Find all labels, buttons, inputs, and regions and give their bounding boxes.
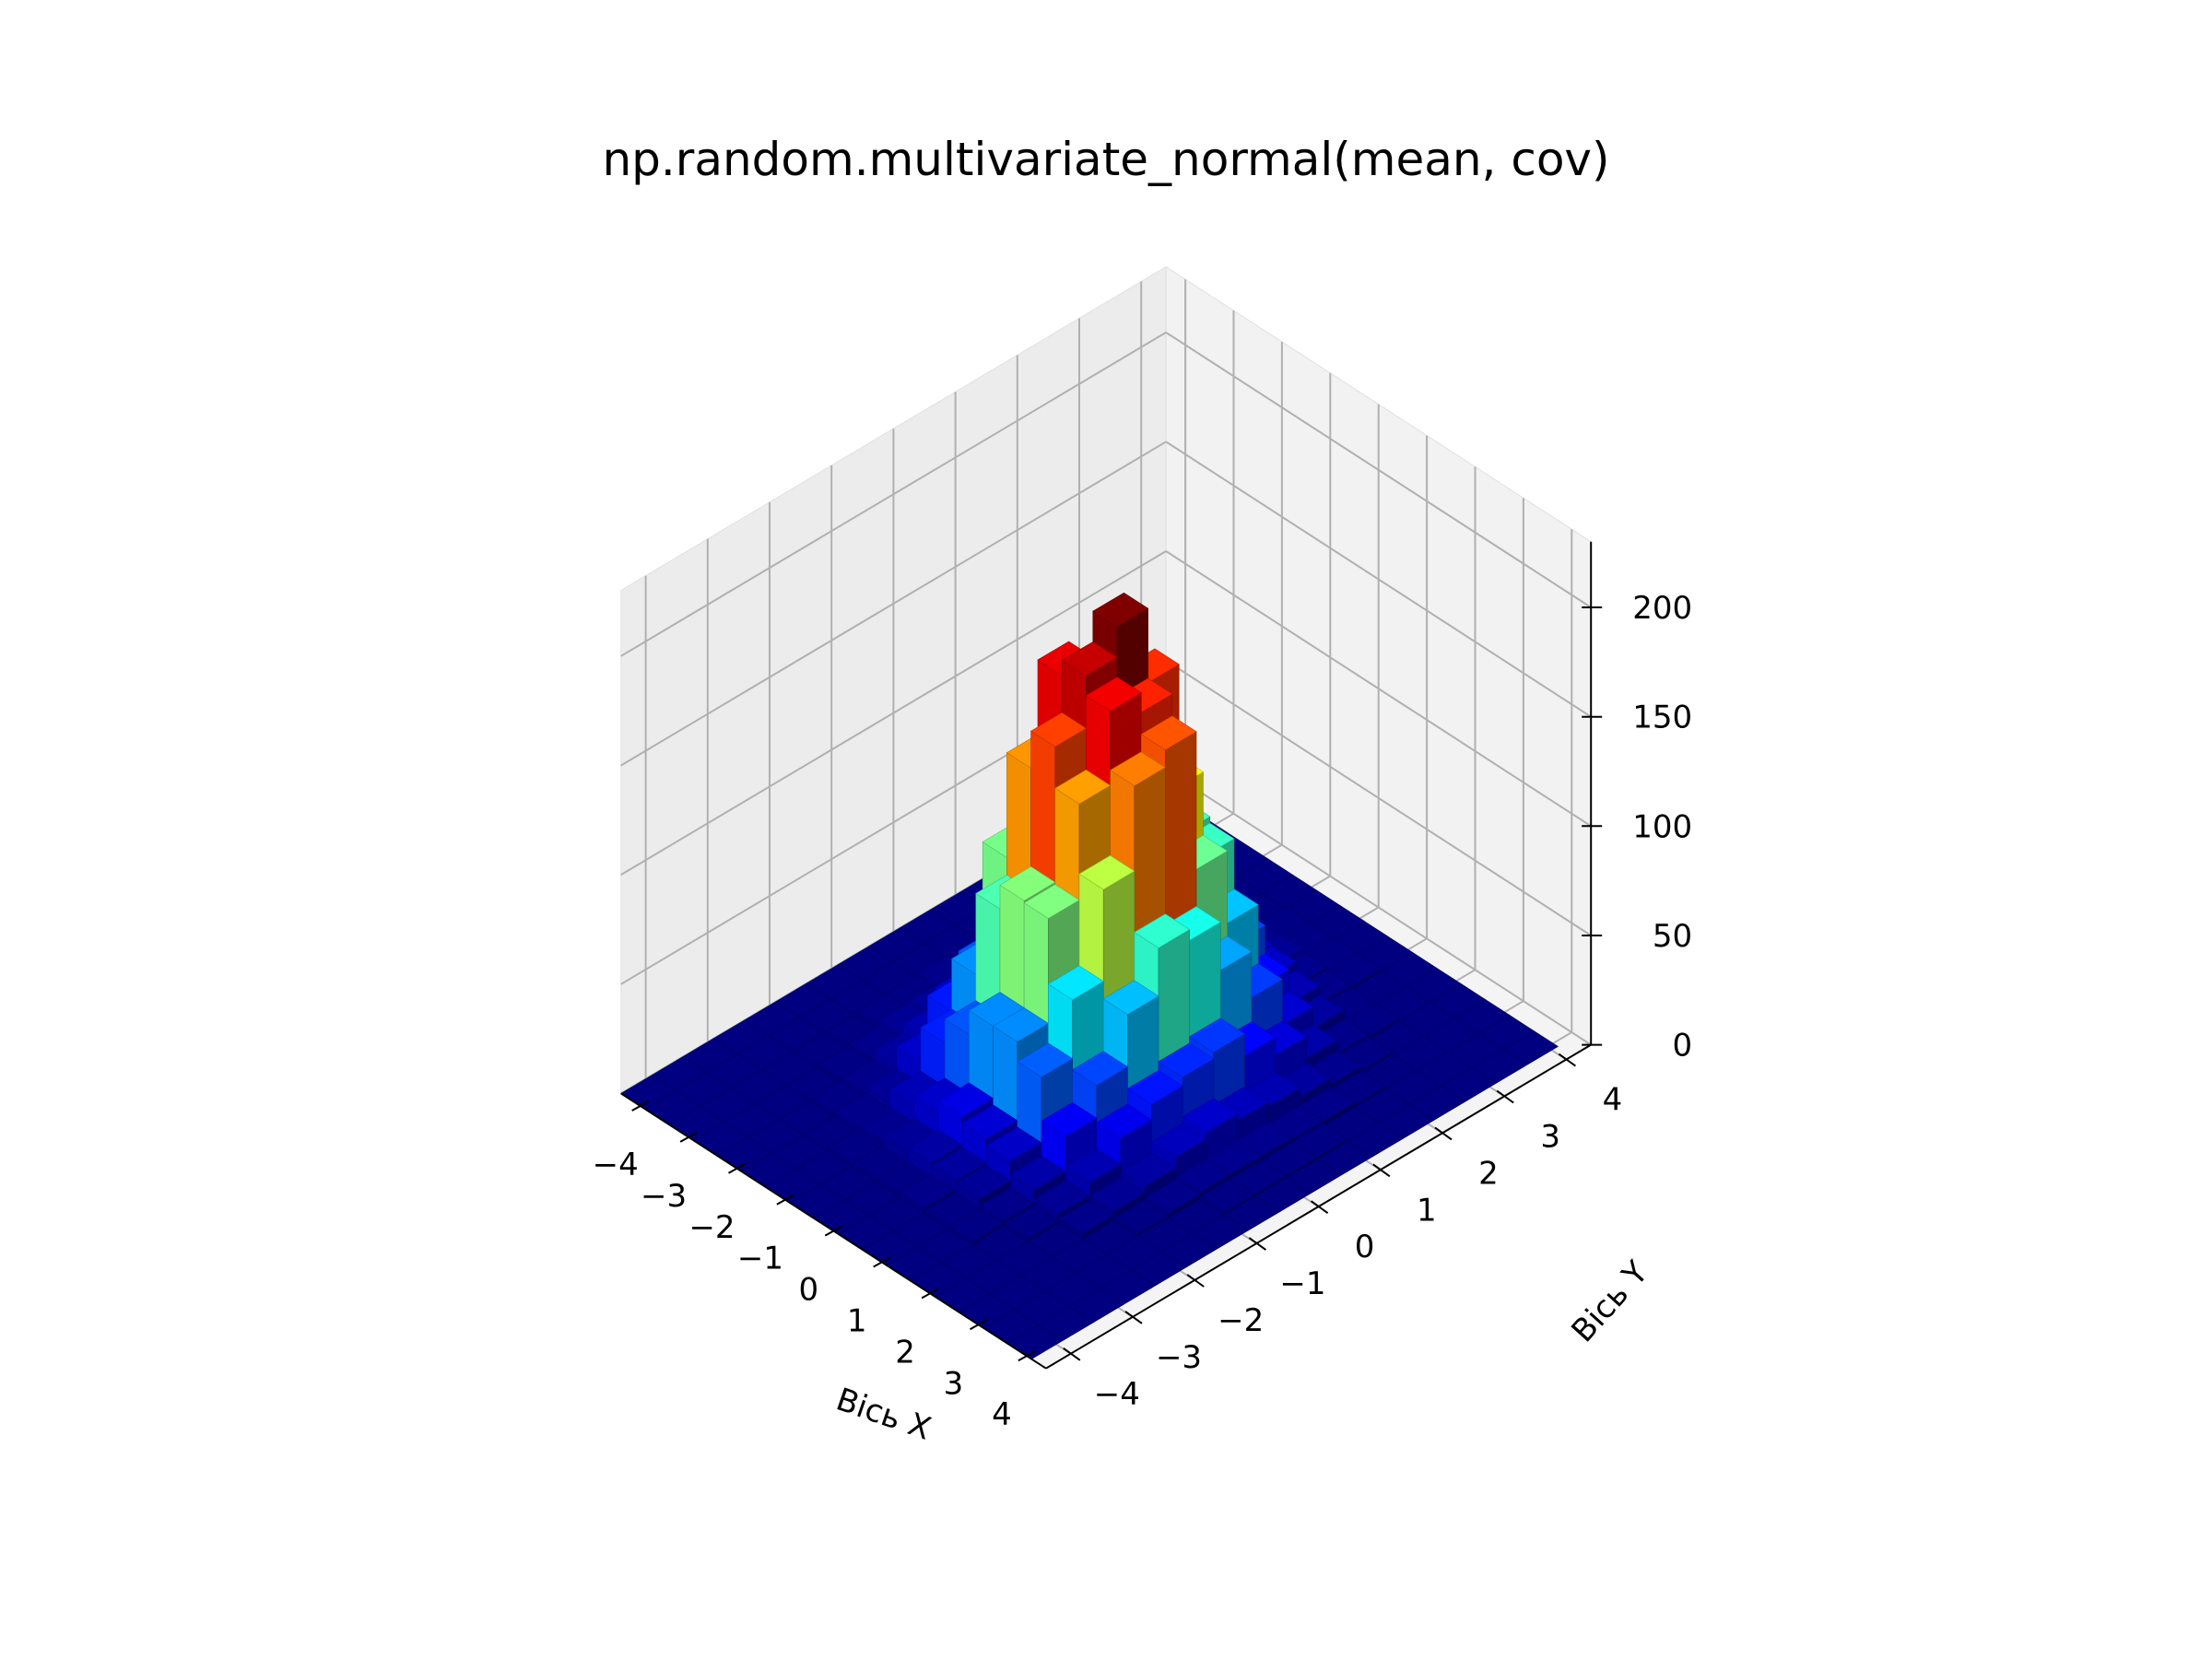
bar-top-face <box>1189 1018 1245 1053</box>
gridline-wall-z-right <box>1165 659 1592 936</box>
bar-top-face <box>1096 1103 1153 1139</box>
y-tick-label: −1 <box>1279 1265 1325 1302</box>
bar-top-face <box>1058 1199 1115 1235</box>
x-tick-mark <box>679 1132 698 1143</box>
gridline-wall-z-right <box>1165 441 1592 718</box>
bar-top-face <box>1175 1158 1232 1194</box>
x-tick-label: −3 <box>641 1178 687 1215</box>
x-tick-label: 3 <box>944 1365 964 1402</box>
x-tick-mark <box>631 1100 650 1112</box>
x-tick-label: 2 <box>895 1334 915 1371</box>
bar-top-face <box>1113 1199 1170 1234</box>
y-tick-label: −4 <box>1094 1376 1140 1413</box>
bar-top-face <box>1041 1101 1098 1137</box>
bar-top-face <box>1199 1178 1256 1213</box>
y-tick-label: 0 <box>1355 1229 1375 1265</box>
x-tick-label: −2 <box>688 1209 735 1246</box>
z-tick-label: 150 <box>1632 700 1692 736</box>
y-tick-mark <box>1311 1200 1329 1215</box>
histogram-bar <box>1058 1199 1115 1240</box>
bar-top-face <box>1092 592 1149 628</box>
gridline-wall-z-left <box>620 441 1167 767</box>
x-tick-mark <box>873 1256 891 1268</box>
x-tick-mark <box>728 1162 746 1174</box>
x-tick-label: 1 <box>847 1303 867 1340</box>
x-tick-mark <box>776 1194 794 1206</box>
x-tick-label: −1 <box>737 1241 783 1277</box>
bar-top-face <box>1120 1152 1177 1187</box>
bar-top-face <box>1126 1070 1183 1105</box>
bar-top-face <box>1140 715 1197 750</box>
x-tick-mark <box>824 1225 842 1237</box>
y-tick-mark <box>1372 1163 1391 1178</box>
x-tick-label: −4 <box>593 1147 639 1183</box>
y-tick-mark <box>1186 1274 1205 1288</box>
bar-top-face <box>1110 751 1166 786</box>
y-tick-label: 4 <box>1603 1082 1623 1119</box>
y-tick-mark <box>1434 1126 1453 1141</box>
bar-top-face <box>1085 677 1142 712</box>
bar-top-face <box>1047 965 1104 1001</box>
gridline-wall-z-right <box>1165 550 1592 828</box>
chart-title: np.random.multivariate_normal(mean, cov) <box>602 133 1609 186</box>
bar-top-face <box>1017 1042 1074 1078</box>
x-tick-mark <box>921 1288 939 1300</box>
x-axis-label: Вісь X <box>831 1381 935 1447</box>
bar-top-face <box>1078 854 1135 890</box>
y-tick-mark <box>1248 1237 1266 1251</box>
gridline-wall-z-left <box>620 331 1167 657</box>
bar-top-face <box>1102 980 1159 1016</box>
bar-top-face <box>1072 1051 1128 1086</box>
y-tick-mark <box>1496 1089 1514 1104</box>
z-tick-label: 0 <box>1673 1028 1693 1065</box>
bar-top-face <box>1144 1178 1201 1214</box>
y-tick-mark <box>1558 1053 1576 1067</box>
z-tick-label: 100 <box>1632 808 1692 845</box>
histogram-bar <box>1003 1205 1060 1242</box>
bar-top-face <box>1151 1123 1207 1158</box>
y-axis-label: Вісь Y <box>1564 1254 1655 1350</box>
x-tick-mark <box>970 1319 987 1331</box>
y-tick-mark <box>1124 1311 1143 1324</box>
bar-top-face <box>1134 913 1191 948</box>
bar-top-face <box>1065 1148 1122 1183</box>
bar-top-face <box>1182 1098 1239 1133</box>
x-tick-label: 0 <box>798 1272 818 1309</box>
y-tick-label: 2 <box>1478 1155 1499 1192</box>
x-tick-label: 4 <box>992 1396 1012 1433</box>
bar-top-face <box>1061 641 1118 677</box>
z-tick-label: 50 <box>1653 918 1692 955</box>
z-tick-label: 200 <box>1632 590 1692 627</box>
y-tick-label: −2 <box>1218 1302 1264 1339</box>
y-tick-label: −3 <box>1156 1339 1202 1376</box>
gridline-wall-z-right <box>1165 769 1592 1046</box>
bar-top-face <box>1158 1042 1215 1078</box>
gridline-wall-z-left <box>620 550 1167 876</box>
histogram-bar <box>1199 1178 1256 1216</box>
bar-top-face <box>1088 1177 1146 1212</box>
y-tick-label: 1 <box>1417 1192 1437 1229</box>
y-tick-mark <box>1063 1347 1081 1361</box>
x-tick-mark <box>1018 1350 1036 1362</box>
gridline-wall-z-right <box>1165 331 1592 608</box>
y-tick-label: 3 <box>1540 1119 1560 1156</box>
